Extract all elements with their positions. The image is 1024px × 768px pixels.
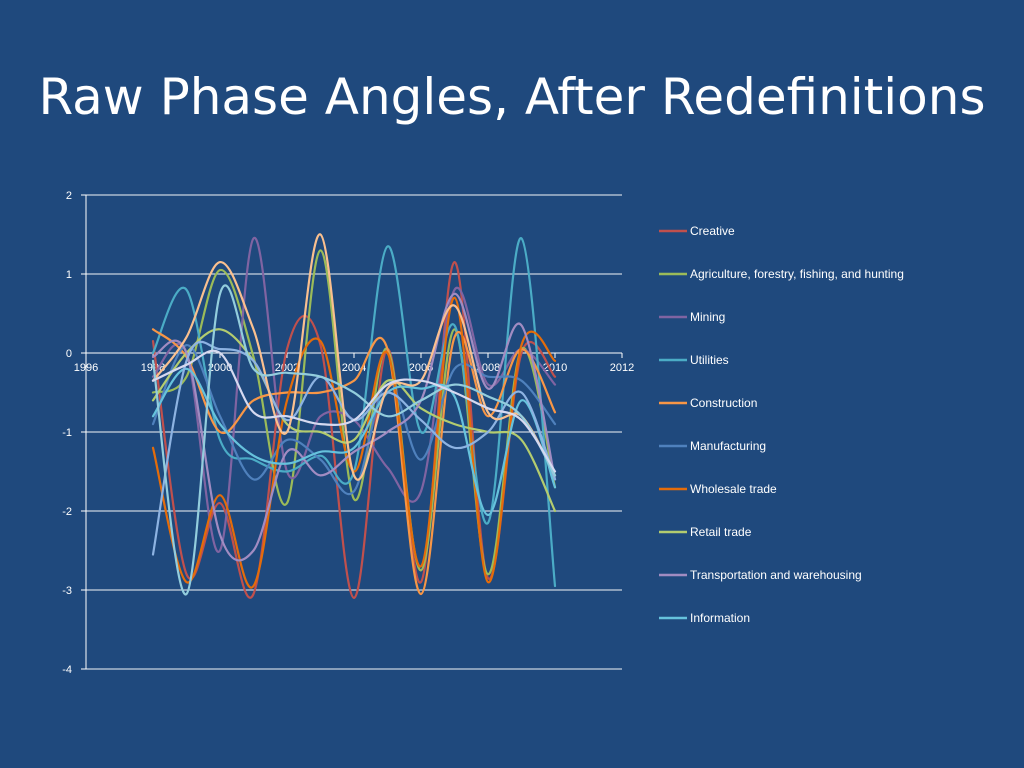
series-line-wholesale-trade <box>151 296 557 589</box>
y-tick-label: -4 <box>62 664 72 676</box>
series-line-information <box>151 367 557 517</box>
y-tick-label: 2 <box>66 190 72 202</box>
legend-item: Retail trade <box>659 525 752 539</box>
series-line-mining <box>151 237 557 553</box>
legend-item: Information <box>659 611 750 625</box>
series-line-series-13 <box>151 284 557 596</box>
series-line-series-12 <box>151 233 557 481</box>
x-tick-label: 2002 <box>275 362 299 374</box>
y-tick-label: 0 <box>66 348 72 360</box>
y-tick-label: -1 <box>62 427 72 439</box>
legend-item: Manufacturing <box>659 439 766 453</box>
slide-title: Raw Phase Angles, After Redefinitions <box>38 68 986 126</box>
legend-label: Transportation and warehousing <box>690 568 862 582</box>
x-tick-label: 1996 <box>74 362 98 374</box>
y-tick-label: -3 <box>62 585 72 597</box>
legend-item: Mining <box>659 310 725 324</box>
series-line-transportation-and-warehousing <box>151 292 557 562</box>
y-tick-label: 1 <box>66 269 72 281</box>
legend-label: Wholesale trade <box>690 482 777 496</box>
legend-item: Construction <box>659 396 757 410</box>
legend-label: Creative <box>690 224 735 238</box>
legend-item: Creative <box>659 224 735 238</box>
legend-item: Wholesale trade <box>659 482 777 496</box>
legend-label: Agriculture, forestry, fishing, and hunt… <box>690 267 904 281</box>
x-tick-label: 2000 <box>208 362 232 374</box>
series-lines <box>151 233 557 600</box>
legend-label: Utilities <box>690 353 729 367</box>
legend-item: Agriculture, forestry, fishing, and hunt… <box>659 267 904 281</box>
legend-item: Transportation and warehousing <box>659 568 862 582</box>
series-line-series-14 <box>151 349 557 473</box>
legend-item: Utilities <box>659 353 729 367</box>
legend-label: Manufacturing <box>690 439 766 453</box>
legend-label: Construction <box>690 396 757 410</box>
legend-label: Mining <box>690 310 725 324</box>
legend: Creative Agriculture, forestry, fishing, … <box>659 224 904 625</box>
series-line-agriculture-forestry-fishing-and-hunting <box>151 249 557 576</box>
x-tick-label: 2012 <box>610 362 634 374</box>
series-line-construction <box>151 328 557 596</box>
y-tick-label: -2 <box>62 506 72 518</box>
legend-label: Retail trade <box>690 525 752 539</box>
legend-label: Information <box>690 611 750 625</box>
